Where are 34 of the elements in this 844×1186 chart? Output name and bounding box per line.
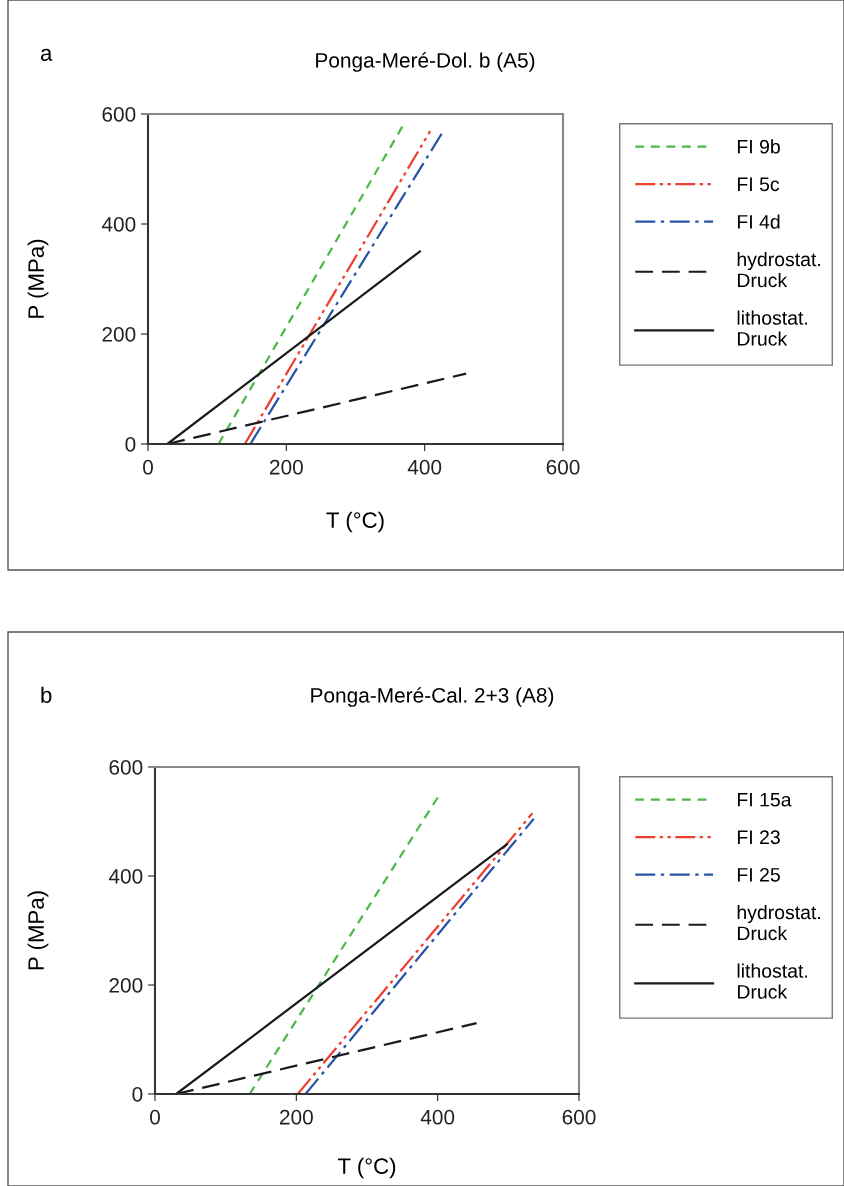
text: b: [41, 686, 52, 703]
legend-label: lithostat. Druck: [737, 310, 808, 346]
legend-label: lithostat. Druck: [737, 963, 808, 999]
x-tick-label: 0: [150, 1109, 160, 1125]
legend-label: hydrostat. Druck: [737, 904, 820, 941]
y-tick-label: 400: [108, 869, 143, 884]
x-tick-label: 400: [420, 1109, 455, 1125]
y-tick-label: 600: [102, 107, 136, 122]
y-tick-label: 200: [109, 978, 143, 993]
text: a: [40, 48, 53, 61]
legend-label: FI 23: [737, 830, 780, 845]
legend-label: FI 9b: [737, 139, 780, 154]
y-tick-label: 400: [101, 217, 136, 232]
x-tick-label: 200: [270, 459, 303, 475]
y-tick-label: 0: [132, 1087, 143, 1102]
x-axis-title: T (°C): [326, 511, 384, 533]
legend-label: FI 4d: [737, 214, 780, 229]
x-tick-label: 400: [407, 459, 442, 475]
chart-title: Ponga-Meré-Cal. 2+3 (A8): [311, 687, 554, 707]
y-tick-label: 0: [125, 437, 136, 452]
y-axis-title: P (MPa): [27, 239, 49, 318]
x-tick-label: 600: [546, 459, 580, 475]
legend-label: hydrostat. Druck: [737, 251, 820, 288]
x-tick-label: 200: [280, 1109, 313, 1125]
x-tick-label: 0: [143, 459, 153, 475]
chart-title: Ponga-Meré-Dol. b (A5): [316, 52, 535, 72]
x-axis-title: T (°C): [337, 1157, 396, 1179]
legend-label: FI 15a: [737, 792, 792, 807]
x-tick-label: 600: [562, 1109, 596, 1125]
y-tick-label: 200: [102, 327, 136, 342]
y-axis-title: P (MPa): [27, 891, 49, 970]
y-tick-label: 600: [109, 760, 143, 775]
legend-label: FI 5c: [737, 177, 780, 192]
legend-label: FI 25: [737, 867, 780, 882]
